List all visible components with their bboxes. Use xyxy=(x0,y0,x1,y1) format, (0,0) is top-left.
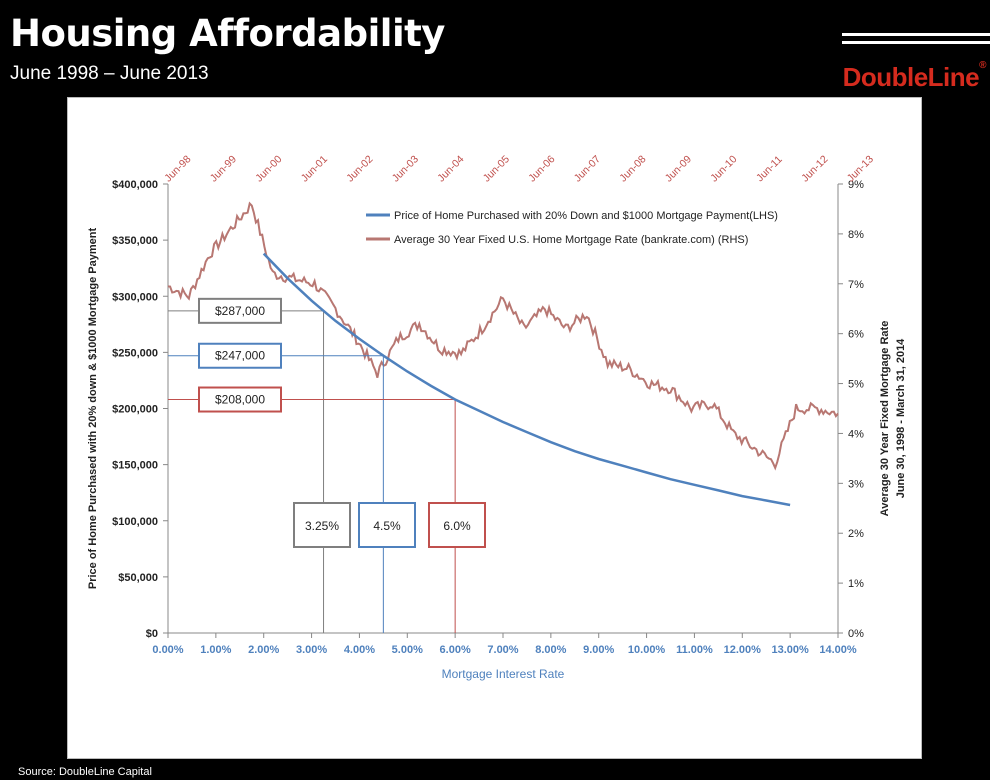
top-date-label: Jun-05 xyxy=(481,153,512,184)
top-date-label: Jun-11 xyxy=(754,153,785,184)
top-date-label: Jun-00 xyxy=(253,153,284,184)
rate-label-box xyxy=(358,502,416,548)
y-right-tick-label: 4% xyxy=(848,428,864,440)
rate-label-text: 4.5% xyxy=(373,519,401,533)
x-tick-label: 1.00% xyxy=(200,644,231,656)
x-tick-label: 3.00% xyxy=(296,644,327,656)
y-left-tick-label: $150,000 xyxy=(112,460,158,472)
legend-label-rate: Average 30 Year Fixed U.S. Home Mortgage… xyxy=(394,234,748,246)
y-left-tick-label: $400,000 xyxy=(112,179,158,191)
mortgage-rate-line xyxy=(167,201,839,471)
y-left-tick-label: $200,000 xyxy=(112,404,158,416)
price-curve-line xyxy=(262,252,791,507)
y-right-tick-label: 0% xyxy=(848,628,864,640)
rate-label-box xyxy=(293,502,351,548)
y-right-tick-label: 3% xyxy=(848,478,864,490)
x-tick-label: 5.00% xyxy=(392,644,423,656)
x-tick-label: 9.00% xyxy=(583,644,614,656)
x-tick-label: 4.00% xyxy=(344,644,375,656)
logo-wordmark: DoubleLine xyxy=(842,62,980,92)
y-right-tick-label: 5% xyxy=(848,379,864,391)
x-tick-label: 13.00% xyxy=(771,644,809,656)
y-axis-left-title: Price of Home Purchased with 20% down & … xyxy=(87,228,99,590)
x-axis-title: Mortgage Interest Rate xyxy=(442,667,565,681)
source-note: Source: DoubleLine Capital xyxy=(18,766,152,778)
price-label-box xyxy=(198,297,282,324)
top-date-label: Jun-08 xyxy=(617,153,648,184)
top-date-label: Jun-07 xyxy=(572,153,603,184)
y-left-tick-label: $250,000 xyxy=(112,347,158,359)
y-right-tick-label: 8% xyxy=(848,229,864,241)
y-left-tick-label: $350,000 xyxy=(112,235,158,247)
x-tick-label: 7.00% xyxy=(487,644,518,656)
price-label-box xyxy=(198,342,282,369)
registered-mark: ® xyxy=(979,60,986,71)
y-right-tick-label: 2% xyxy=(848,528,864,540)
price-label-text: $208,000 xyxy=(215,393,265,407)
x-tick-label: 10.00% xyxy=(628,644,666,656)
top-date-label: Jun-01 xyxy=(299,153,330,184)
top-date-label: Jun-12 xyxy=(799,153,830,184)
chart-panel: $0 $50,000 $100,000 $150,000 $200,000 $250,00… xyxy=(67,97,922,759)
y-right-tick-label: 7% xyxy=(848,279,864,291)
x-tick-label: 8.00% xyxy=(535,644,566,656)
chart: $0 $50,000 $100,000 $150,000 $200,000 $250,00… xyxy=(87,153,907,681)
y-left-tick-label: $100,000 xyxy=(112,516,158,528)
price-label-box xyxy=(198,386,282,413)
y-right-tick-label: 1% xyxy=(848,578,864,590)
y-right-tick-label: 9% xyxy=(848,179,864,191)
x-tick-label: 2.00% xyxy=(248,644,279,656)
rate-label-box xyxy=(428,502,486,548)
y-axis-right-title: Average 30 Year Fixed Mortgage Rate xyxy=(879,321,891,517)
top-date-label: Jun-98 xyxy=(162,153,193,184)
x-tick-label: 12.00% xyxy=(724,644,762,656)
top-date-label: Jun-03 xyxy=(390,153,421,184)
top-date-label: Jun-02 xyxy=(344,153,375,184)
price-label-text: $287,000 xyxy=(215,304,265,318)
x-tick-label: 6.00% xyxy=(440,644,471,656)
rate-label-text: 3.25% xyxy=(305,519,339,533)
y-axis-right-subtitle: June 30, 1998 - March 31, 2014 xyxy=(895,338,907,498)
y-left-tick-label: $300,000 xyxy=(112,291,158,303)
top-date-label: Jun-06 xyxy=(526,153,557,184)
top-date-label: Jun-09 xyxy=(663,153,694,184)
x-tick-label: 14.00% xyxy=(819,644,857,656)
doubleline-logo: DoubleLine® xyxy=(842,60,987,93)
x-tick-label: 0.00% xyxy=(152,644,183,656)
page-subtitle: June 1998 – June 2013 xyxy=(10,63,209,84)
y-left-tick-label: $0 xyxy=(146,628,158,640)
x-tick-label: 11.00% xyxy=(676,644,713,656)
top-date-label: Jun-10 xyxy=(708,153,739,184)
y-right-tick-label: 6% xyxy=(848,329,864,341)
y-left-tick-label: $50,000 xyxy=(118,572,158,584)
logo-lines xyxy=(842,33,990,49)
top-date-label: Jun-99 xyxy=(208,153,239,184)
legend-label-price: Price of Home Purchased with 20% Down an… xyxy=(394,210,778,222)
top-date-label: Jun-04 xyxy=(435,153,466,184)
page-title: Housing Affordability xyxy=(10,12,445,55)
price-label-text: $247,000 xyxy=(215,349,265,363)
rate-label-text: 6.0% xyxy=(443,519,471,533)
